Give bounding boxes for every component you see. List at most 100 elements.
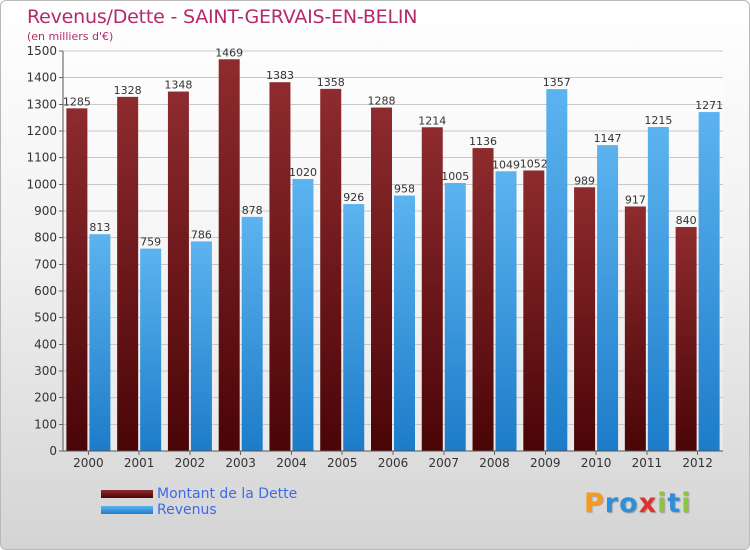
bar-debt bbox=[117, 96, 139, 451]
bar-revenue bbox=[292, 179, 314, 451]
logo-letter: x bbox=[638, 488, 658, 519]
data-label-revenue: 1147 bbox=[594, 132, 622, 145]
data-label-revenue: 958 bbox=[394, 183, 415, 196]
bar-debt bbox=[320, 88, 342, 451]
y-tick-label: 500 bbox=[34, 311, 57, 325]
chart-subtitle: (en milliers d'€) bbox=[27, 30, 114, 43]
plot-area bbox=[63, 51, 723, 451]
bar-revenue bbox=[698, 112, 720, 452]
data-label-revenue: 926 bbox=[343, 191, 364, 204]
bar-debt bbox=[675, 227, 697, 451]
bar-revenue bbox=[495, 171, 517, 451]
data-label-debt: 1288 bbox=[368, 95, 396, 108]
bar-revenue bbox=[394, 195, 415, 451]
bar-revenue bbox=[140, 248, 162, 451]
bar-revenue bbox=[343, 204, 365, 451]
data-label-revenue: 1005 bbox=[441, 170, 469, 183]
y-tick-label: 900 bbox=[34, 204, 57, 218]
chart-title: Revenus/Dette - SAINT-GERVAIS-EN-BELIN bbox=[27, 6, 418, 28]
bar-revenue bbox=[89, 234, 111, 451]
logo-letter: i bbox=[681, 488, 692, 519]
y-tick-label: 1300 bbox=[26, 97, 57, 111]
bar-revenue bbox=[190, 241, 212, 451]
logo-letter: t bbox=[667, 488, 682, 519]
x-tick-label: 2012 bbox=[682, 456, 713, 470]
y-tick-label: 1000 bbox=[26, 177, 57, 191]
bar-debt bbox=[269, 82, 291, 451]
data-label-debt: 840 bbox=[676, 214, 697, 227]
data-label-debt: 1328 bbox=[114, 84, 142, 97]
y-tick-label: 1400 bbox=[26, 71, 57, 85]
y-tick-label: 600 bbox=[34, 284, 57, 298]
data-label-revenue: 786 bbox=[191, 228, 212, 241]
data-label-revenue: 759 bbox=[140, 236, 161, 249]
bar-debt bbox=[624, 206, 646, 451]
data-label-revenue: 878 bbox=[242, 204, 263, 217]
y-tick-label: 400 bbox=[34, 337, 57, 351]
x-tick-label: 2008 bbox=[479, 456, 510, 470]
bar-revenue bbox=[546, 89, 568, 451]
x-tick-label: 2006 bbox=[378, 456, 409, 470]
bar-revenue bbox=[241, 216, 263, 451]
data-label-debt: 1348 bbox=[164, 79, 192, 92]
bars bbox=[66, 59, 720, 452]
bar-debt bbox=[472, 148, 494, 452]
bar-revenue bbox=[597, 145, 619, 451]
legend-label-debt: Montant de la Dette bbox=[157, 486, 298, 502]
y-tick-label: 0 bbox=[49, 444, 57, 458]
logo-letter: r bbox=[604, 488, 620, 519]
y-tick-label: 800 bbox=[34, 231, 57, 245]
y-tick-label: 1200 bbox=[26, 124, 57, 138]
data-label-debt: 1358 bbox=[317, 76, 345, 89]
x-tick-label: 2003 bbox=[225, 456, 256, 470]
data-label-revenue: 1357 bbox=[543, 76, 571, 89]
data-label-debt: 1383 bbox=[266, 69, 294, 82]
bar-revenue bbox=[444, 183, 466, 451]
data-label-debt: 1136 bbox=[469, 135, 497, 148]
data-label-revenue: 813 bbox=[89, 221, 110, 234]
data-label-debt: 1052 bbox=[520, 157, 548, 170]
x-tick-label: 2011 bbox=[632, 456, 663, 470]
logo-letter: o bbox=[619, 488, 639, 519]
x-tick-label: 2001 bbox=[124, 456, 155, 470]
legend-swatch-debt bbox=[101, 490, 153, 498]
data-label-debt: 1214 bbox=[418, 114, 446, 127]
data-label-debt: 989 bbox=[574, 174, 595, 187]
bar-debt bbox=[523, 170, 545, 451]
bar-debt bbox=[167, 91, 189, 452]
data-labels: 1285 813 1328 759 1348 786 1469 878 1383 1020 1358… bbox=[63, 46, 723, 248]
data-label-debt: 1469 bbox=[215, 46, 243, 59]
bar-debt bbox=[218, 59, 240, 452]
bar-debt bbox=[66, 108, 88, 451]
x-tick-label: 2004 bbox=[276, 456, 307, 470]
legend-label-revenue: Revenus bbox=[157, 502, 217, 518]
axes: 0 100 200 300 400 500 600 700 800 900 1000 1100 1200… bbox=[26, 44, 723, 470]
bar-debt bbox=[371, 107, 392, 452]
x-tick-label: 2007 bbox=[428, 456, 459, 470]
y-tick-label: 300 bbox=[34, 364, 57, 378]
x-tick-label: 2002 bbox=[175, 456, 206, 470]
logo-letter: P bbox=[584, 488, 605, 519]
data-label-revenue: 1020 bbox=[289, 166, 317, 179]
data-label-revenue: 1215 bbox=[644, 114, 672, 127]
bar-debt bbox=[421, 127, 443, 452]
y-tick-label: 200 bbox=[34, 391, 57, 405]
y-tick-label: 700 bbox=[34, 257, 57, 271]
y-tick-label: 1500 bbox=[26, 44, 57, 58]
x-tick-label: 2009 bbox=[530, 456, 561, 470]
proxiti-logo: Proxiti bbox=[584, 488, 692, 519]
y-tick-label: 1100 bbox=[26, 151, 57, 165]
legend-swatch-revenue bbox=[101, 506, 153, 514]
bar-revenue bbox=[647, 127, 669, 451]
data-label-debt: 1285 bbox=[63, 95, 91, 108]
y-tick-label: 100 bbox=[34, 417, 57, 431]
x-tick-label: 2000 bbox=[73, 456, 104, 470]
x-tick-label: 2005 bbox=[327, 456, 358, 470]
bar-debt bbox=[574, 187, 596, 451]
data-label-revenue: 1049 bbox=[492, 158, 520, 171]
logo-letter: i bbox=[657, 488, 668, 519]
data-label-revenue: 1271 bbox=[695, 99, 723, 112]
grid-lines bbox=[63, 50, 723, 452]
